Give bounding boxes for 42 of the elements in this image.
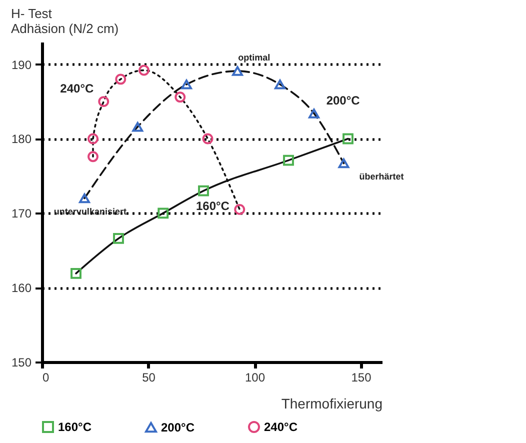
point <box>274 80 286 90</box>
y-tick-label: 180 <box>11 132 32 146</box>
chart-title: H- Test <box>10 6 52 21</box>
point <box>342 133 354 144</box>
x-tick-label: 50 <box>142 370 156 384</box>
point <box>308 108 320 118</box>
point <box>70 268 82 279</box>
annotation: 240°C <box>60 82 94 96</box>
point <box>88 133 98 144</box>
point <box>283 154 294 166</box>
annotation: überhärtet <box>359 171 404 182</box>
x-tick-label: 0 <box>42 370 50 384</box>
annotation: 160°C <box>196 199 230 214</box>
point <box>115 74 126 85</box>
point <box>174 92 186 103</box>
y-axis-title: Adhäsion (N/2 cm) <box>10 21 119 36</box>
point <box>113 232 124 244</box>
legend-label: 240°C <box>264 420 298 434</box>
point <box>132 122 144 132</box>
annotation: 200°C <box>326 93 360 108</box>
point <box>158 208 169 219</box>
point <box>98 96 110 107</box>
annotation: optimal <box>238 52 270 63</box>
y-tick-label: 160 <box>11 281 32 296</box>
y-tick-label: 190 <box>11 58 32 72</box>
y-tick-label: 170 <box>11 206 32 221</box>
point <box>232 66 243 76</box>
point <box>138 64 150 76</box>
legend-label: 200°C <box>161 420 195 434</box>
x-tick-label: 100 <box>244 370 266 384</box>
point <box>198 185 209 196</box>
point <box>234 204 246 215</box>
legend-label: 160°C <box>58 420 92 434</box>
annotation: untervulkanisiert <box>54 206 126 216</box>
point <box>338 158 350 168</box>
x-axis-title: Thermofixierung <box>281 396 382 412</box>
point <box>181 80 192 90</box>
point <box>88 151 98 162</box>
x-tick-label: 150 <box>351 370 372 384</box>
y-tick-label: 150 <box>11 356 32 370</box>
point <box>79 193 90 204</box>
point <box>202 133 214 144</box>
